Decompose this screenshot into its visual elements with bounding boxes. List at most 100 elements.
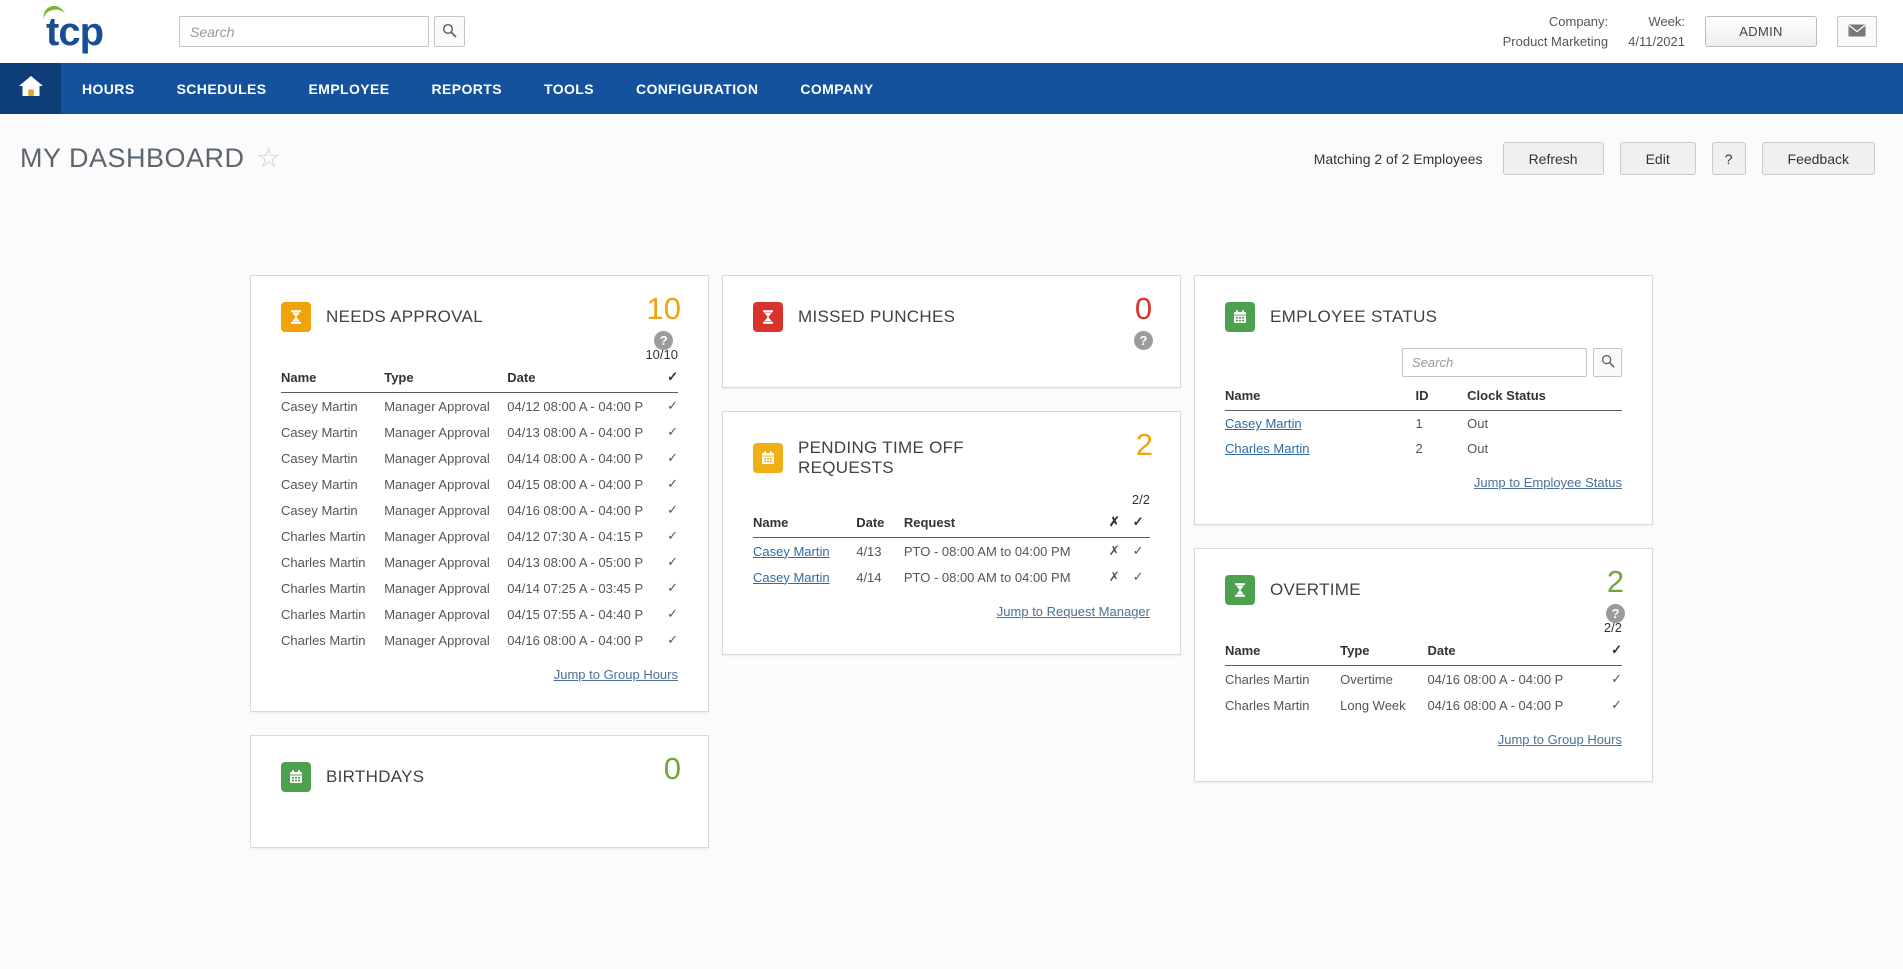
table-row: Casey Martin 1 Out <box>1225 411 1622 437</box>
widget-birthdays: BIRTHDAYS 0 <box>250 735 709 848</box>
search-icon <box>442 23 457 41</box>
nav-item-reports[interactable]: REPORTS <box>431 80 502 97</box>
cell-date: 04/15 08:00 A - 04:00 P <box>507 476 644 492</box>
widget-head: MISSED PUNCHES <box>753 302 1150 332</box>
approve-mark[interactable]: ✓ <box>1132 569 1144 585</box>
col-header-date: Date <box>507 364 655 393</box>
cell-date: 04/13 08:00 A - 05:00 P <box>507 554 644 570</box>
approve-mark[interactable]: ✓ <box>1132 543 1144 559</box>
nav-item-schedules[interactable]: SCHEDULES <box>176 80 267 97</box>
employee-link[interactable]: Casey Martin <box>1225 416 1302 431</box>
cell-id: 1 <box>1415 416 1423 431</box>
check-mark[interactable]: ✓ <box>667 554 678 569</box>
employee-link[interactable]: Casey Martin <box>753 543 830 559</box>
widget-title: NEEDS APPROVAL <box>326 307 483 327</box>
col-header-name: Name <box>281 364 385 393</box>
admin-menu-button[interactable]: ADMIN <box>1705 16 1817 47</box>
global-search-input[interactable] <box>179 16 429 47</box>
global-search-button[interactable] <box>434 16 465 47</box>
hourglass-icon <box>1225 575 1255 605</box>
cell-name: Charles Martin <box>1225 697 1310 713</box>
table-row: Charles Martin Manager Approval 04/15 07:5… <box>281 601 678 627</box>
check-mark[interactable]: ✓ <box>1611 671 1622 686</box>
requests-ratio: 2/2 <box>1131 492 1150 508</box>
pending-requests-table: Name Date Request ✗ ✓ Casey Martin 4/13 … <box>753 509 1150 590</box>
widget-needs-approval: NEEDS APPROVAL 10 ? 10/10 Name Type Date… <box>250 275 709 712</box>
table-row: Casey Martin Manager Approval 04/12 08:00 … <box>281 393 678 420</box>
feedback-button[interactable]: Feedback <box>1761 142 1875 175</box>
widget-footer: Jump to Group Hours <box>1225 731 1622 749</box>
nav-item-employee[interactable]: EMPLOYEE <box>308 80 390 97</box>
col-header-name: Name <box>1225 637 1341 666</box>
employee-link[interactable]: Casey Martin <box>753 569 830 585</box>
widget-footer: Jump to Group Hours <box>281 666 678 684</box>
overtime-count: 2 <box>1606 564 1625 599</box>
cell-name: Casey Martin <box>281 502 358 518</box>
check-mark[interactable]: ✓ <box>667 450 678 465</box>
jump-to-group-hours-link[interactable]: Jump to Group Hours <box>1497 732 1622 747</box>
employee-search-input[interactable] <box>1402 348 1587 377</box>
nav-home-tab[interactable] <box>0 63 61 114</box>
col-header-type: Type <box>1340 637 1428 666</box>
deny-mark[interactable]: ✗ <box>1108 569 1120 585</box>
nav-item-company[interactable]: COMPANY <box>800 80 874 97</box>
help-icon[interactable]: ? <box>1606 604 1625 623</box>
check-mark[interactable]: ✓ <box>667 632 678 647</box>
check-mark[interactable]: ✓ <box>667 502 678 517</box>
widget-head: OVERTIME <box>1225 575 1622 605</box>
jump-to-request-manager-link[interactable]: Jump to Request Manager <box>996 604 1150 620</box>
check-mark[interactable]: ✓ <box>667 528 678 543</box>
help-button[interactable]: ? <box>1711 142 1746 175</box>
favorite-star-icon[interactable]: ☆ <box>256 143 281 173</box>
col-header-name: Name <box>753 509 857 539</box>
jump-to-employee-status-link[interactable]: Jump to Employee Status <box>1473 475 1622 490</box>
check-mark[interactable]: ✓ <box>667 606 678 621</box>
dashboard-column-2: MISSED PUNCHES 0 ? PENDING TIME OFF REQU… <box>722 275 1181 848</box>
cell-name: Casey Martin <box>281 424 358 440</box>
jump-to-group-hours-link[interactable]: Jump to Group Hours <box>553 667 678 682</box>
messages-button[interactable] <box>1837 16 1877 47</box>
week-info: Week: 4/11/2021 <box>1628 12 1685 51</box>
global-search <box>179 16 465 47</box>
cell-name: Charles Martin <box>1225 671 1310 687</box>
missed-punches-count: 0 <box>1134 291 1153 326</box>
widget-title: BIRTHDAYS <box>326 767 425 787</box>
nav-item-tools[interactable]: TOOLS <box>544 80 594 97</box>
col-header-check: ✓ <box>1598 637 1622 666</box>
check-mark[interactable]: ✓ <box>667 476 678 491</box>
cell-date: 4/13 <box>856 543 882 559</box>
nav-item-hours[interactable]: HOURS <box>82 80 135 97</box>
tcp-logo[interactable]: tcp <box>40 3 104 52</box>
employee-link[interactable]: Charles Martin <box>1225 441 1310 456</box>
widget-missed-punches: MISSED PUNCHES 0 ? <box>722 275 1181 388</box>
col-header-clock-status: Clock Status <box>1467 383 1622 411</box>
check-mark[interactable]: ✓ <box>667 424 678 439</box>
employee-status-search <box>1225 348 1622 377</box>
cell-date: 04/14 07:25 A - 03:45 P <box>507 580 644 596</box>
help-icon[interactable]: ? <box>1134 331 1153 350</box>
birthdays-count: 0 <box>663 751 681 786</box>
check-mark[interactable]: ✓ <box>667 580 678 595</box>
page-title: MY DASHBOARD <box>20 143 245 173</box>
col-header-request: Request <box>903 509 1103 539</box>
cell-type: Manager Approval <box>384 476 490 492</box>
check-mark[interactable]: ✓ <box>667 398 678 413</box>
deny-mark[interactable]: ✗ <box>1108 543 1120 559</box>
cell-date: 04/16 08:00 A - 04:00 P <box>507 502 644 518</box>
table-row: Casey Martin 4/13 PTO - 08:00 AM to 04:0… <box>753 538 1150 565</box>
cell-name: Charles Martin <box>281 528 366 544</box>
cell-name: Charles Martin <box>281 632 366 648</box>
cell-type: Manager Approval <box>384 632 490 648</box>
dashboard-column-1: NEEDS APPROVAL 10 ? 10/10 Name Type Date… <box>250 275 709 848</box>
refresh-button[interactable]: Refresh <box>1502 142 1604 175</box>
nav-item-configuration[interactable]: CONFIGURATION <box>635 80 759 97</box>
cell-clock-status: Out <box>1467 416 1489 431</box>
edit-button[interactable]: Edit <box>1619 142 1696 175</box>
table-row: Charles Martin 2 Out <box>1225 436 1622 461</box>
employee-search-button[interactable] <box>1593 348 1622 377</box>
help-icon[interactable]: ? <box>654 331 674 350</box>
cell-date: 04/13 08:00 A - 04:00 P <box>507 424 644 440</box>
table-row: Charles Martin Manager Approval 04/12 07:3… <box>281 523 678 549</box>
check-mark[interactable]: ✓ <box>1611 697 1622 712</box>
